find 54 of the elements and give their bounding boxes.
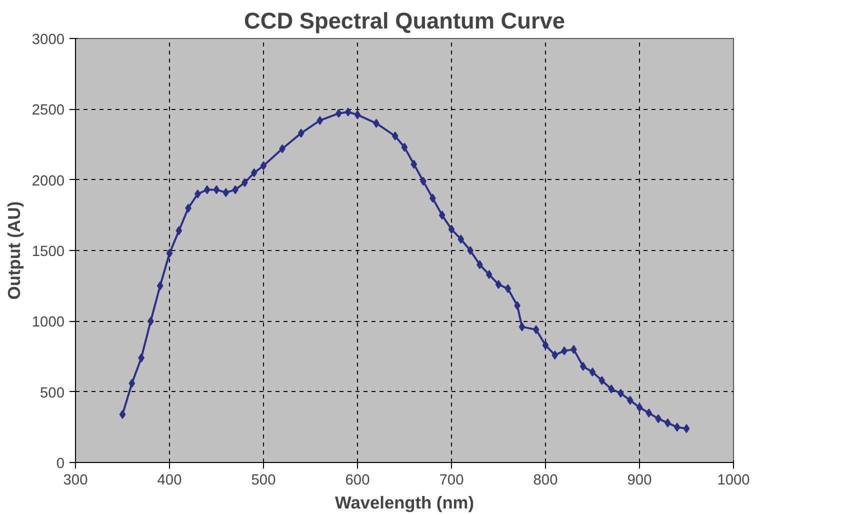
chart-title: CCD Spectral Quantum Curve <box>244 8 566 34</box>
x-tick-label: 400 <box>157 472 182 488</box>
point <box>458 234 464 244</box>
point <box>542 340 549 350</box>
y-axis-title: Output (AU) <box>4 201 24 300</box>
x-tick-label: 600 <box>345 472 370 488</box>
point <box>589 368 596 377</box>
x-tick-label: 300 <box>63 472 88 488</box>
point <box>518 322 526 332</box>
y-tick-label: 0 <box>56 456 65 472</box>
point <box>298 128 304 138</box>
x-axis-title: Wavelength (nm) <box>335 492 474 512</box>
point <box>646 408 652 418</box>
point <box>504 284 512 294</box>
point <box>392 132 398 141</box>
y-tick-label: 1500 <box>32 244 65 260</box>
point <box>156 281 164 290</box>
point <box>438 210 446 220</box>
point <box>222 188 230 198</box>
x-tick-label: 900 <box>627 472 652 488</box>
point <box>598 376 606 386</box>
point <box>401 142 408 152</box>
point <box>448 224 455 234</box>
point <box>486 270 492 280</box>
point <box>532 325 540 334</box>
point <box>316 116 324 125</box>
y-tick-label: 2500 <box>32 102 65 119</box>
point <box>176 226 182 236</box>
point <box>250 168 258 178</box>
point <box>674 422 680 432</box>
point <box>626 396 634 405</box>
point <box>552 350 558 360</box>
point <box>204 185 210 194</box>
x-tick-label: 700 <box>439 472 464 488</box>
point <box>467 246 474 255</box>
y-tick-label: 2000 <box>32 173 65 190</box>
point <box>344 107 352 116</box>
point <box>213 185 220 194</box>
y-tick-label: 500 <box>40 385 65 402</box>
point <box>119 410 126 419</box>
y-tick-label: 1000 <box>32 314 65 331</box>
point <box>410 160 418 169</box>
point <box>683 424 690 434</box>
y-tick-label: 3000 <box>32 32 65 48</box>
point <box>166 248 173 258</box>
point <box>354 110 361 120</box>
point <box>260 161 267 170</box>
point <box>495 280 502 289</box>
point <box>636 402 643 412</box>
x-tick-label: 800 <box>533 472 558 488</box>
x-tick-label: 500 <box>251 472 276 488</box>
x-tick-label: 1000 <box>717 472 750 488</box>
point <box>128 378 136 388</box>
point <box>580 362 586 371</box>
